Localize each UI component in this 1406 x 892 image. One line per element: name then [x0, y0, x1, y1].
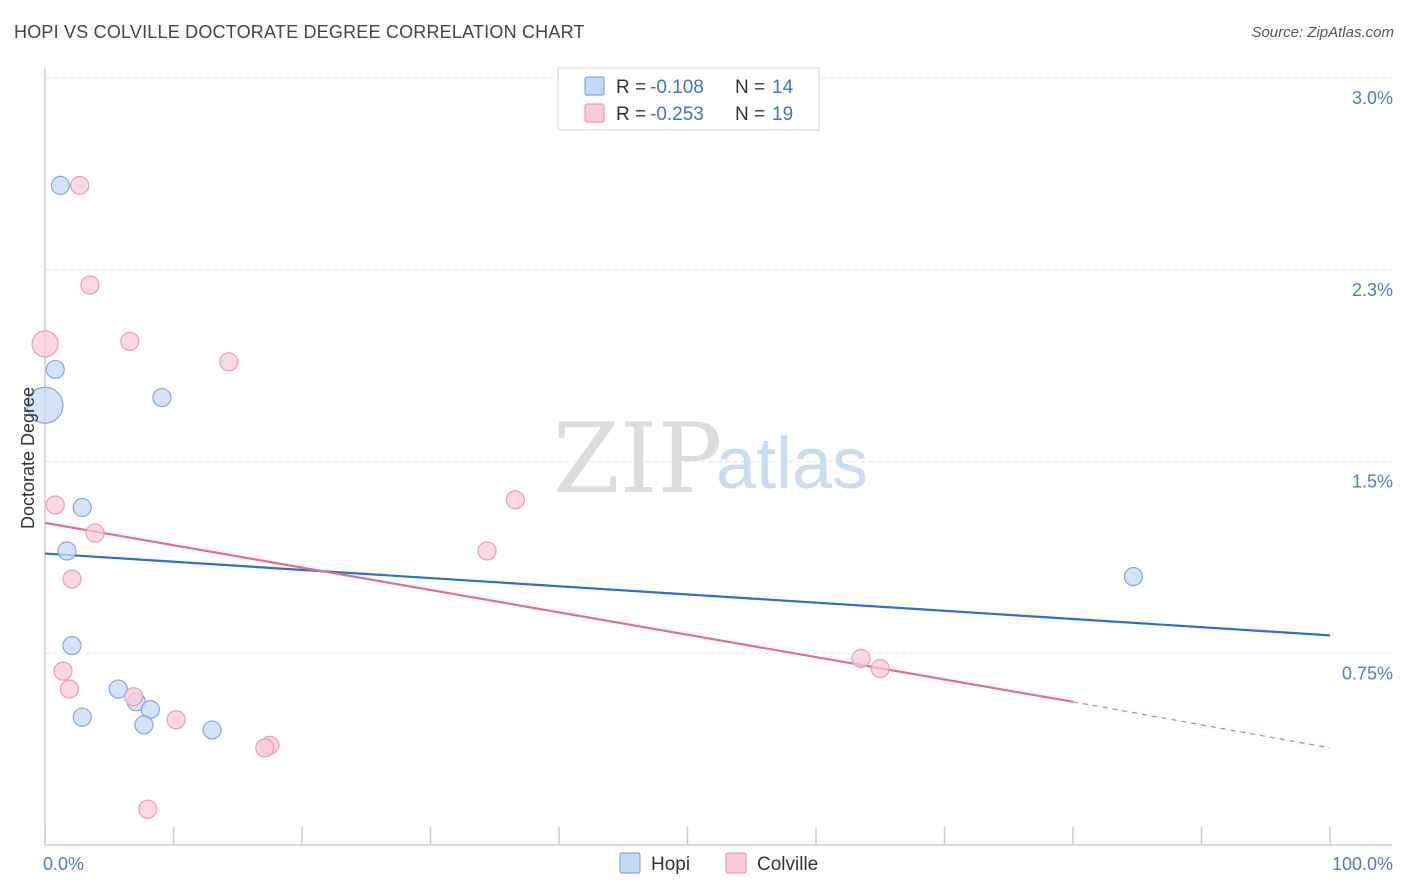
chart-title: HOPI VS COLVILLE DOCTORATE DEGREE CORREL… — [14, 22, 585, 42]
hopi-point-7 — [62, 635, 82, 656]
colville-point-13 — [59, 679, 80, 699]
legend-box: R = -0.108 N = 14 R = -0.253 N = 19 — [557, 67, 820, 131]
hopi-point-8 — [108, 679, 128, 699]
colville-point-0 — [70, 175, 90, 195]
legend-n-label-0: N = — [735, 77, 765, 98]
bottom-legend-label-colville: Colville — [757, 854, 818, 875]
legend-r-value-1: -0.253 — [650, 104, 704, 125]
hopi-point-12 — [134, 715, 154, 735]
hopi-point-13 — [202, 720, 222, 740]
colville-point-5 — [45, 495, 65, 515]
y-tick-label-3: 3.0% — [1352, 88, 1393, 108]
colville-point-12 — [53, 661, 73, 681]
colville-point-4 — [219, 352, 239, 372]
colville-point-17 — [255, 738, 275, 758]
y-axis-label: Doctorate Degree — [18, 387, 38, 529]
watermark: ZIP atlas — [553, 403, 868, 515]
bottom-legend: Hopi Colville — [619, 852, 818, 875]
axes — [44, 68, 1392, 846]
chart-source: Source: ZipAtlas.com — [1251, 24, 1394, 41]
bottom-legend-swatch-hopi — [619, 852, 641, 874]
hopi-point-2 — [26, 386, 64, 424]
trend-lines — [44, 521, 1331, 749]
y-tick-label-1: 1.5% — [1352, 472, 1393, 492]
hopi-point-3 — [152, 387, 172, 408]
watermark-zip: ZIP — [553, 403, 722, 515]
data-points — [26, 175, 1143, 819]
colville-point-7 — [505, 490, 525, 510]
hopi-point-0 — [50, 175, 71, 195]
y-tick-label-0: 0.75% — [1342, 663, 1393, 683]
x-tick-label-0: 0.0% — [43, 854, 84, 874]
colville-point-11 — [870, 658, 890, 679]
legend-n-label-1: N = — [735, 104, 765, 125]
colville-point-15 — [166, 710, 186, 730]
colville-point-9 — [62, 569, 82, 589]
colville-point-1 — [80, 275, 100, 295]
colville-point-14 — [124, 687, 144, 707]
hopi-point-1 — [45, 359, 65, 380]
legend-n-value-1: 19 — [772, 104, 793, 125]
bottom-legend-label-hopi: Hopi — [651, 854, 690, 875]
hopi-point-10 — [72, 707, 92, 727]
colville-point-8 — [477, 541, 497, 561]
hopi-point-5 — [57, 541, 77, 561]
gridlines — [45, 77, 1392, 654]
colville-point-10 — [851, 648, 871, 668]
colville-trend-line — [44, 521, 1074, 703]
legend-r-value-0: -0.108 — [650, 77, 704, 98]
hopi-point-4 — [72, 497, 92, 518]
legend-swatch-hopi — [584, 76, 605, 96]
colville-point-6 — [85, 523, 105, 543]
hopi-point-6 — [1123, 566, 1143, 587]
colville-point-3 — [120, 331, 140, 351]
y-tick-label-2: 2.3% — [1352, 280, 1393, 300]
legend-r-label-0: R = — [616, 77, 646, 98]
x-tick-label-1: 100.0% — [1332, 854, 1393, 874]
watermark-atlas: atlas — [716, 424, 868, 504]
colville-point-18 — [138, 799, 158, 819]
legend-r-label-1: R = — [616, 104, 646, 125]
colville-point-2 — [31, 330, 59, 358]
tick-labels: 0.75% 1.5% 2.3% 3.0% 0.0% 100.0% — [43, 88, 1393, 874]
bottom-legend-swatch-colville — [725, 852, 747, 874]
colville-trend-extension — [1072, 701, 1331, 749]
hopi-trend-line — [44, 552, 1331, 637]
legend-n-value-0: 14 — [772, 77, 794, 98]
legend-swatch-colville — [584, 103, 605, 123]
